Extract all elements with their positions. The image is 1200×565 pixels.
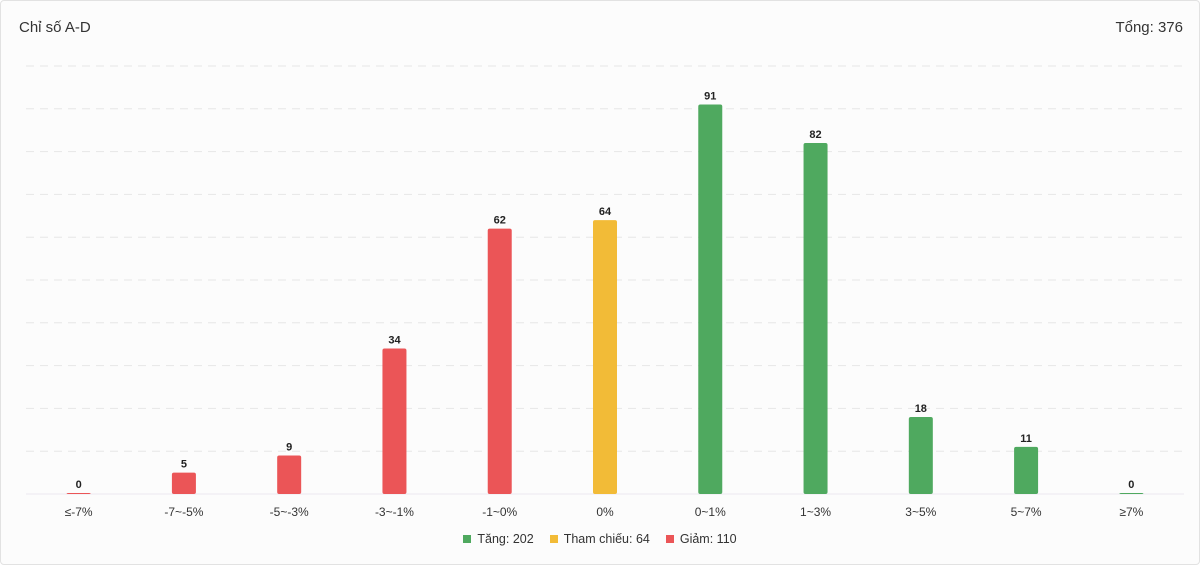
bar-chart: 0 ≤-7% 5 -7~-5% 9 -5~-3% 34 -3~-1% 62 -1~0% 64 0% 91…: [26, 65, 1184, 519]
bar: [1119, 493, 1144, 494]
bar: [66, 493, 91, 494]
data-label: 62: [494, 215, 506, 227]
legend-swatch-tang: [463, 535, 472, 543]
bar: [908, 416, 933, 494]
bar: [698, 104, 723, 495]
legend-item-tham-chieu[interactable]: Tham chiếu: 64: [549, 532, 650, 546]
bar: [1014, 446, 1039, 494]
data-label: 82: [809, 129, 821, 141]
bar: [382, 348, 407, 494]
chart-legend: Tăng: 202 Tham chiếu: 64 Giảm: 110: [0, 532, 1200, 546]
x-tick-label: -3~-1%: [375, 505, 414, 519]
legend-label-giam: Giảm: 110: [679, 532, 737, 546]
x-tick-label: -7~-5%: [164, 505, 203, 519]
x-tick-label: ≥7%: [1119, 505, 1143, 519]
legend-label-tham-chieu: Tham chiếu: 64: [563, 532, 650, 546]
total-count: Tổng: 376: [1115, 19, 1183, 36]
x-tick-label: -1~0%: [482, 505, 517, 519]
legend-item-tang[interactable]: Tăng: 202: [463, 532, 534, 546]
legend-swatch-tham-chieu: [549, 535, 558, 543]
data-label: 11: [1020, 433, 1032, 445]
bar: [277, 455, 302, 494]
x-tick-label: ≤-7%: [65, 505, 93, 519]
x-tick-label: 1~3%: [800, 505, 831, 519]
bar: [593, 220, 617, 494]
data-label: 91: [704, 91, 716, 103]
data-label: 5: [181, 459, 187, 471]
data-label: 0: [76, 479, 82, 491]
x-tick-label: 5~7%: [1011, 505, 1042, 519]
data-label: 9: [286, 441, 292, 453]
bar: [171, 472, 196, 494]
legend-item-giam[interactable]: Giảm: 110: [665, 532, 737, 546]
x-tick-label: 3~5%: [905, 505, 936, 519]
bar: [487, 228, 512, 494]
legend-swatch-giam: [665, 535, 674, 543]
x-tick-label: 0%: [596, 505, 614, 519]
x-tick-label: -5~-3%: [270, 505, 309, 519]
chart-title: Chỉ số A-D: [19, 19, 91, 36]
data-label: 0: [1128, 479, 1134, 491]
data-label: 18: [915, 403, 927, 415]
data-label: 64: [599, 206, 612, 218]
legend-label-tang: Tăng: 202: [477, 532, 534, 546]
data-label: 34: [388, 334, 401, 346]
bar: [803, 143, 828, 495]
x-tick-label: 0~1%: [695, 505, 726, 519]
